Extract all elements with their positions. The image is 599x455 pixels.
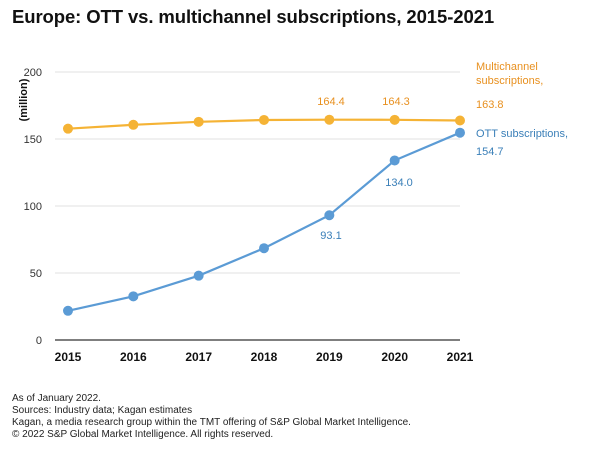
chart-title: Europe: OTT vs. multichannel subscriptio… [12,6,495,27]
x-axis-ticks: 2015 2016 2017 2018 2019 2020 2021 [55,350,474,364]
multichannel-point-2019 [324,114,335,125]
data-label-multichannel-2019: 164.4 [317,96,345,108]
legend-multichannel-line2: subscriptions, [476,75,543,87]
y-tick-label: 200 [24,67,42,79]
series-annotations: Multichannel subscriptions, 163.8 OTT su… [476,61,568,158]
data-label-ott-2020: 134.0 [385,177,413,189]
footer-line: © 2022 S&P Global Market Intelligence. A… [12,429,274,440]
x-tick-label: 2021 [447,350,474,364]
y-tick-label: 0 [36,335,42,347]
y-axis-ticks: 0 50 100 150 200 [24,67,42,347]
data-labels: 164.4 164.3 93.1 134.0 [317,96,413,242]
legend-multichannel-value: 163.8 [476,99,504,111]
multichannel-point-2018 [259,114,269,125]
multichannel-point-2017 [193,116,204,127]
gridlines [55,71,460,341]
data-label-multichannel-2020: 164.3 [382,96,410,108]
series-points [63,114,465,316]
ott-point-2019 [324,210,335,221]
footer-line: As of January 2022. [12,393,101,404]
y-tick-label: 50 [30,268,42,280]
footer-line: Sources: Industry data; Kagan estimates [12,405,193,416]
x-tick-label: 2017 [185,350,212,364]
ott-point-2018 [259,243,269,254]
ott-point-2020 [389,155,400,166]
multichannel-point-2016 [128,119,139,130]
multichannel-point-2020 [389,114,400,125]
ott-point-2015 [63,305,73,316]
ott-point-2016 [128,291,139,302]
x-tick-label: 2016 [120,350,147,364]
ott-series-line [67,131,461,312]
footer-notes: As of January 2022. Sources: Industry da… [12,393,411,441]
ott-point-2021 [455,127,465,138]
ott-point-2017 [193,270,204,281]
legend-ott-line1: OTT subscriptions, [476,128,568,140]
series-lines [67,118,461,312]
x-tick-label: 2018 [251,350,278,364]
footer-line: Kagan, a media research group within the… [12,417,411,428]
multichannel-point-2021 [455,115,465,126]
legend-multichannel-line1: Multichannel [476,61,538,73]
legend-ott-value: 154.7 [476,146,504,158]
data-label-ott-2019: 93.1 [320,230,341,242]
x-tick-label: 2015 [55,350,82,364]
y-tick-label: 100 [24,201,42,213]
x-tick-label: 2020 [381,350,408,364]
y-axis-label: (million) [18,78,30,121]
x-tick-label: 2019 [316,350,343,364]
y-tick-label: 150 [24,134,42,146]
multichannel-point-2015 [63,123,73,134]
